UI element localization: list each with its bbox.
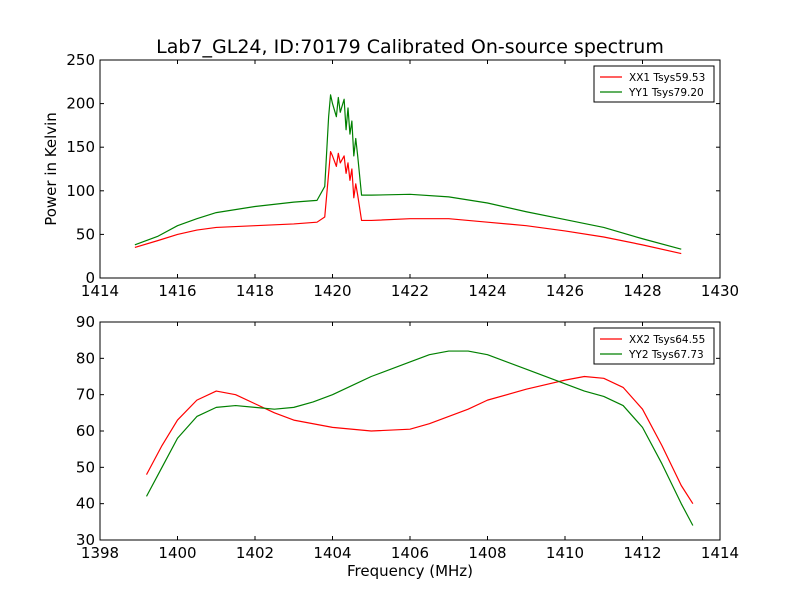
y-tick-label: 250: [66, 51, 95, 69]
y-axis-label: Power in Kelvin: [42, 112, 60, 226]
y-tick-label: 200: [66, 95, 95, 113]
series-line-1-2: [134, 94, 682, 250]
x-tick-label: 1430: [701, 282, 739, 300]
x-tick-label: 1418: [236, 282, 274, 300]
x-tick-label: 1414: [81, 282, 119, 300]
x-axis-label: Frequency (MHz): [347, 562, 473, 580]
plot-panel-1: 1414 1416 1418 1420 1422 1424 1426 1428 1430 0 50 1…: [42, 36, 739, 300]
legend-2: XX2 Tsys64.55 YY2 Tsys67.73: [593, 327, 715, 365]
x-tick-label: 1424: [468, 282, 506, 300]
x-tick-label: 1408: [468, 544, 506, 562]
y-tick-label: 60: [76, 422, 95, 440]
plot-panel-2: 1398 1400 1402 1404 1406 1408 1410 1412 1414 30 40…: [76, 313, 739, 580]
y-tick-label: 50: [76, 458, 95, 476]
legend-label: XX1 Tsys59.53: [629, 72, 705, 84]
x-tick-label: 1414: [701, 544, 739, 562]
series-line-2-1: [145, 375, 694, 504]
x-tick-label: 1406: [391, 544, 429, 562]
y-tick-label: 30: [76, 531, 95, 549]
legend-1: XX1 Tsys59.53 YY1 Tsys79.20: [593, 65, 715, 103]
y-tick-label: 100: [66, 182, 95, 200]
x-tick-label: 1428: [623, 282, 661, 300]
x-tick-label: 1410: [546, 544, 584, 562]
legend-box: [593, 327, 715, 365]
x-tick-label: 1426: [546, 282, 584, 300]
x-tick-label: 1420: [313, 282, 351, 300]
y-tick-label: 150: [66, 138, 95, 156]
y-tick-label: 70: [76, 386, 95, 404]
x-tick-label: 1412: [623, 544, 661, 562]
x-tick-label: 1398: [81, 544, 119, 562]
x-tick-label: 1422: [391, 282, 429, 300]
series-line-2-2: [145, 350, 694, 526]
legend-label: YY2 Tsys67.73: [628, 349, 704, 361]
series-line-1-1: [134, 150, 682, 255]
chart-title: Lab7_GL24, ID:70179 Calibrated On-source…: [156, 36, 664, 58]
legend-box: [593, 65, 715, 103]
y-tick-label: 0: [85, 269, 95, 287]
legend-label: YY1 Tsys79.20: [628, 87, 704, 99]
legend-label: XX2 Tsys64.55: [629, 334, 705, 346]
x-tick-label: 1400: [158, 544, 196, 562]
x-tick-label: 1404: [313, 544, 351, 562]
x-tick-label: 1416: [158, 282, 196, 300]
y-tick-label: 90: [76, 313, 95, 331]
y-tick-label: 80: [76, 349, 95, 367]
x-tick-label: 1402: [236, 544, 274, 562]
y-tick-label: 50: [76, 225, 95, 243]
y-tick-label: 40: [76, 495, 95, 513]
